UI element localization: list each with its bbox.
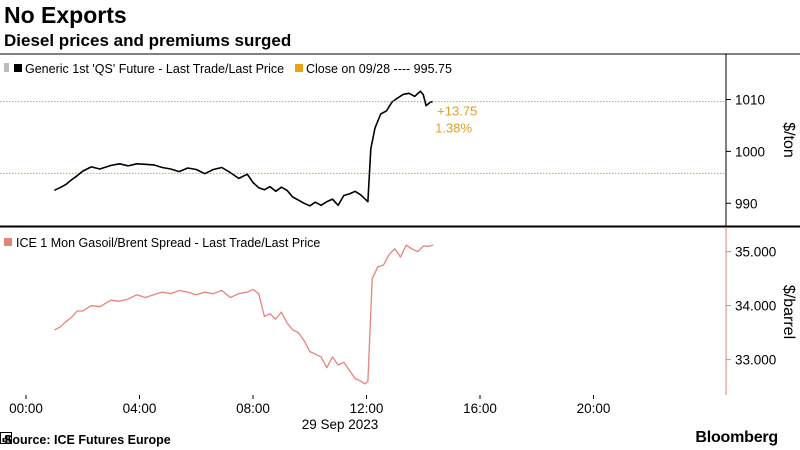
x-tick-label: 16:00 [463, 401, 497, 416]
x-tick-label: 04:00 [123, 401, 157, 416]
legend-label-diesel: Generic 1st 'QS' Future - Last Trade/Las… [25, 62, 284, 76]
brand-logo-text: Bloomberg [695, 429, 778, 446]
x-tick-label: 00:00 [9, 401, 43, 416]
series-line-diesel [54, 90, 434, 207]
y-bottom-tick-label: 33.000 [735, 353, 776, 368]
chart-title: No Exports [4, 2, 127, 28]
y-top-tick-label: 1000 [735, 144, 765, 159]
change-annotation: +13.75 [437, 104, 477, 119]
legend-label-spread: ICE 1 Mon Gasoil/Brent Spread - Last Tra… [16, 236, 320, 250]
unit-label-bottom: $/barrel [780, 285, 797, 339]
legend-label-close: Close on 09/28 ---- 995.75 [306, 62, 452, 76]
y-bottom-tick-label: 35.000 [735, 245, 776, 260]
legend-swatch-diesel [14, 64, 22, 72]
legend-handle-icon [4, 63, 9, 72]
unit-label-top: $/ton [780, 122, 797, 158]
x-tick-label: 12:00 [350, 401, 384, 416]
source-note: Source: ICE Futures Europe [4, 433, 171, 447]
x-tick-label: 20:00 [577, 401, 611, 416]
y-top-tick-label: 1010 [735, 93, 765, 108]
chart-subtitle: Diesel prices and premiums surged [4, 31, 292, 50]
legend-swatch-close [295, 64, 303, 72]
x-date-label: 29 Sep 2023 [302, 417, 379, 432]
y-top-tick-label: 990 [735, 196, 758, 211]
legend-swatch-spread [4, 238, 12, 246]
series-line-spread [54, 244, 434, 385]
change-pct-annotation: 1.38% [435, 121, 472, 136]
bloomberg-terminal-icon [0, 432, 12, 444]
y-bottom-tick-label: 34.000 [735, 299, 776, 314]
x-tick-label: 08:00 [236, 401, 270, 416]
